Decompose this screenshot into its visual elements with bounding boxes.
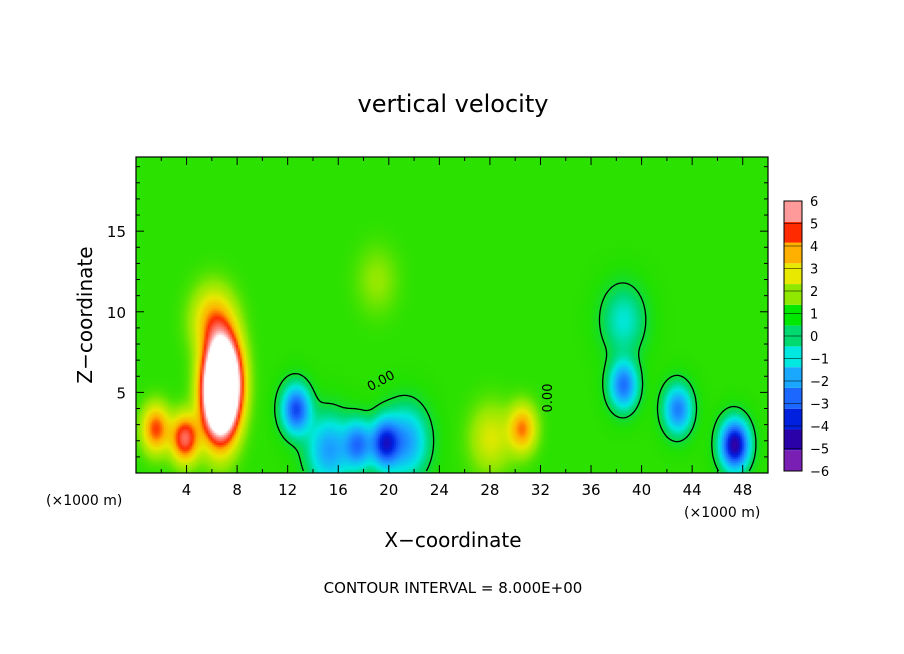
contour-label-2: 0.00 <box>541 384 556 413</box>
colorbar-label: 0 <box>810 330 818 345</box>
colorbar-swatch <box>784 221 802 243</box>
colorbar-label: 2 <box>810 285 818 300</box>
colorbar-label: −4 <box>810 420 829 435</box>
x-tick-label: 16 <box>329 481 348 499</box>
colorbar-swatch <box>784 367 802 388</box>
colorbar-label: 5 <box>810 218 818 233</box>
x-unit-left: (×1000 m) <box>46 493 122 509</box>
x-tick-label: 4 <box>182 481 192 499</box>
y-tick-label: 15 <box>107 223 126 241</box>
colorbar-label: −1 <box>810 353 829 368</box>
colorbar-swatch <box>784 346 802 368</box>
x-tick-label: 8 <box>232 481 242 499</box>
x-tick-label: 40 <box>632 481 651 499</box>
zero-contour-lines <box>274 282 757 472</box>
contour-interval-footer: CONTOUR INTERVAL = 8.000E+00 <box>324 579 583 597</box>
colorbar-swatch <box>784 304 802 326</box>
x-axis-label: X−coordinate <box>384 528 521 552</box>
zero-contour-path <box>274 282 757 472</box>
colorbar-swatch <box>784 284 802 305</box>
heatmap-canvas <box>136 157 768 473</box>
y-tick-label: 10 <box>107 304 126 322</box>
x-tick-label: 28 <box>480 481 499 499</box>
colorbar-swatch <box>784 201 802 222</box>
heatmap-field <box>136 157 768 473</box>
x-unit-right: (×1000 m) <box>684 505 760 521</box>
x-tick-label: 20 <box>379 481 398 499</box>
y-axis-label: Z−coordinate <box>73 246 97 383</box>
colorbar: 6 5 4 3 2 1 0 −1 −2 −3 −4 −5 −6 <box>783 195 829 480</box>
colorbar-swatch <box>784 450 802 471</box>
x-tick-label: 12 <box>278 481 297 499</box>
colorbar-label: −3 <box>810 398 829 413</box>
y-axis-ticks: 5 10 15 <box>107 166 768 458</box>
colorbar-label: −5 <box>810 443 829 458</box>
colorbar-swatch <box>784 263 802 285</box>
colorbar-swatch <box>784 242 802 264</box>
x-tick-label: 36 <box>581 481 600 499</box>
colorbar-label: 4 <box>810 240 818 255</box>
colorbar-label: 3 <box>810 263 818 278</box>
colorbar-label: 1 <box>810 308 818 323</box>
x-tick-label: 44 <box>683 481 702 499</box>
plot-frame <box>135 156 769 474</box>
x-axis-ticks: 4 8 12 16 20 24 28 32 36 40 44 48 <box>160 157 752 499</box>
colorbar-swatch <box>784 429 802 451</box>
x-tick-label: 24 <box>430 481 449 499</box>
chart-title: vertical velocity <box>358 90 549 118</box>
colorbar-label: −6 <box>810 465 829 480</box>
colorbar-label: 6 <box>810 195 818 210</box>
colorbar-label: −2 <box>810 375 829 390</box>
colorbar-swatch <box>784 408 802 430</box>
x-tick-label: 48 <box>733 481 752 499</box>
y-tick-label: 5 <box>116 384 126 402</box>
colorbar-swatch <box>784 387 802 409</box>
x-tick-label: 32 <box>531 481 550 499</box>
plot-area <box>135 156 769 474</box>
